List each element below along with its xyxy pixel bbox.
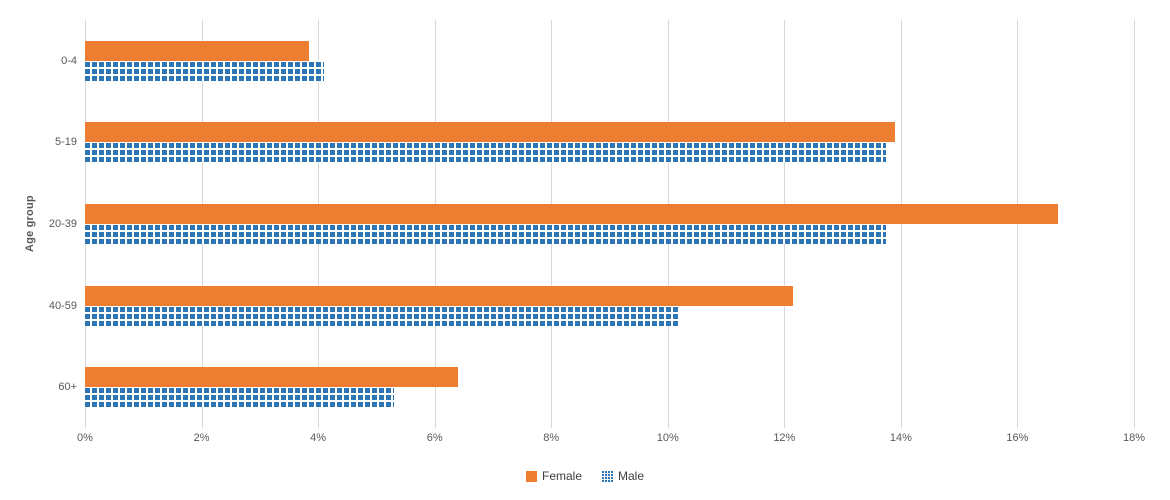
male-swatch-icon xyxy=(602,470,613,482)
category-label-0-4: 0-4 xyxy=(61,54,77,67)
x-tick-label-14%: 14% xyxy=(889,432,912,444)
category-label-60+: 60+ xyxy=(58,381,77,394)
legend-label-male: Male xyxy=(618,469,645,483)
x-tick-label-0%: 0% xyxy=(77,432,93,444)
x-tick-label-18%: 18% xyxy=(1122,432,1146,444)
gridline-14% xyxy=(900,20,902,428)
category-label-40-59: 40-59 xyxy=(48,299,77,312)
gridline-16% xyxy=(1017,20,1019,428)
x-tick-label-2%: 2% xyxy=(193,432,210,444)
bar-male-40-59 xyxy=(85,305,680,326)
bar-male-60+ xyxy=(85,387,394,408)
category-label-20-39: 20-39 xyxy=(48,218,77,230)
x-tick-label-10%: 10% xyxy=(656,432,679,444)
bar-male-0-4 xyxy=(85,60,324,81)
category-label-5-19: 5-19 xyxy=(54,136,77,149)
x-tick-label-12%: 12% xyxy=(773,432,796,444)
legend-label-female: Female xyxy=(541,469,582,483)
gridline-18% xyxy=(1134,20,1135,428)
bar-male-5-19 xyxy=(85,142,887,163)
x-tick-label-6%: 6% xyxy=(426,432,443,444)
bar-female-20-39 xyxy=(85,204,1059,224)
legend: Female Male xyxy=(0,469,1170,483)
legend-item-female: Female xyxy=(525,469,582,483)
female-swatch-icon xyxy=(525,470,537,482)
plot-area xyxy=(85,20,1135,428)
bar-female-60+ xyxy=(85,367,458,388)
x-tick-label-8%: 8% xyxy=(543,432,560,444)
legend-item-male: Male xyxy=(602,469,644,483)
bar-female-0-4 xyxy=(85,40,310,61)
bar-female-40-59 xyxy=(85,285,794,306)
x-tick-label-4%: 4% xyxy=(310,432,327,444)
x-tick-label-16%: 16% xyxy=(1006,432,1029,444)
bar-male-20-39 xyxy=(85,224,887,244)
bar-female-5-19 xyxy=(85,122,896,143)
